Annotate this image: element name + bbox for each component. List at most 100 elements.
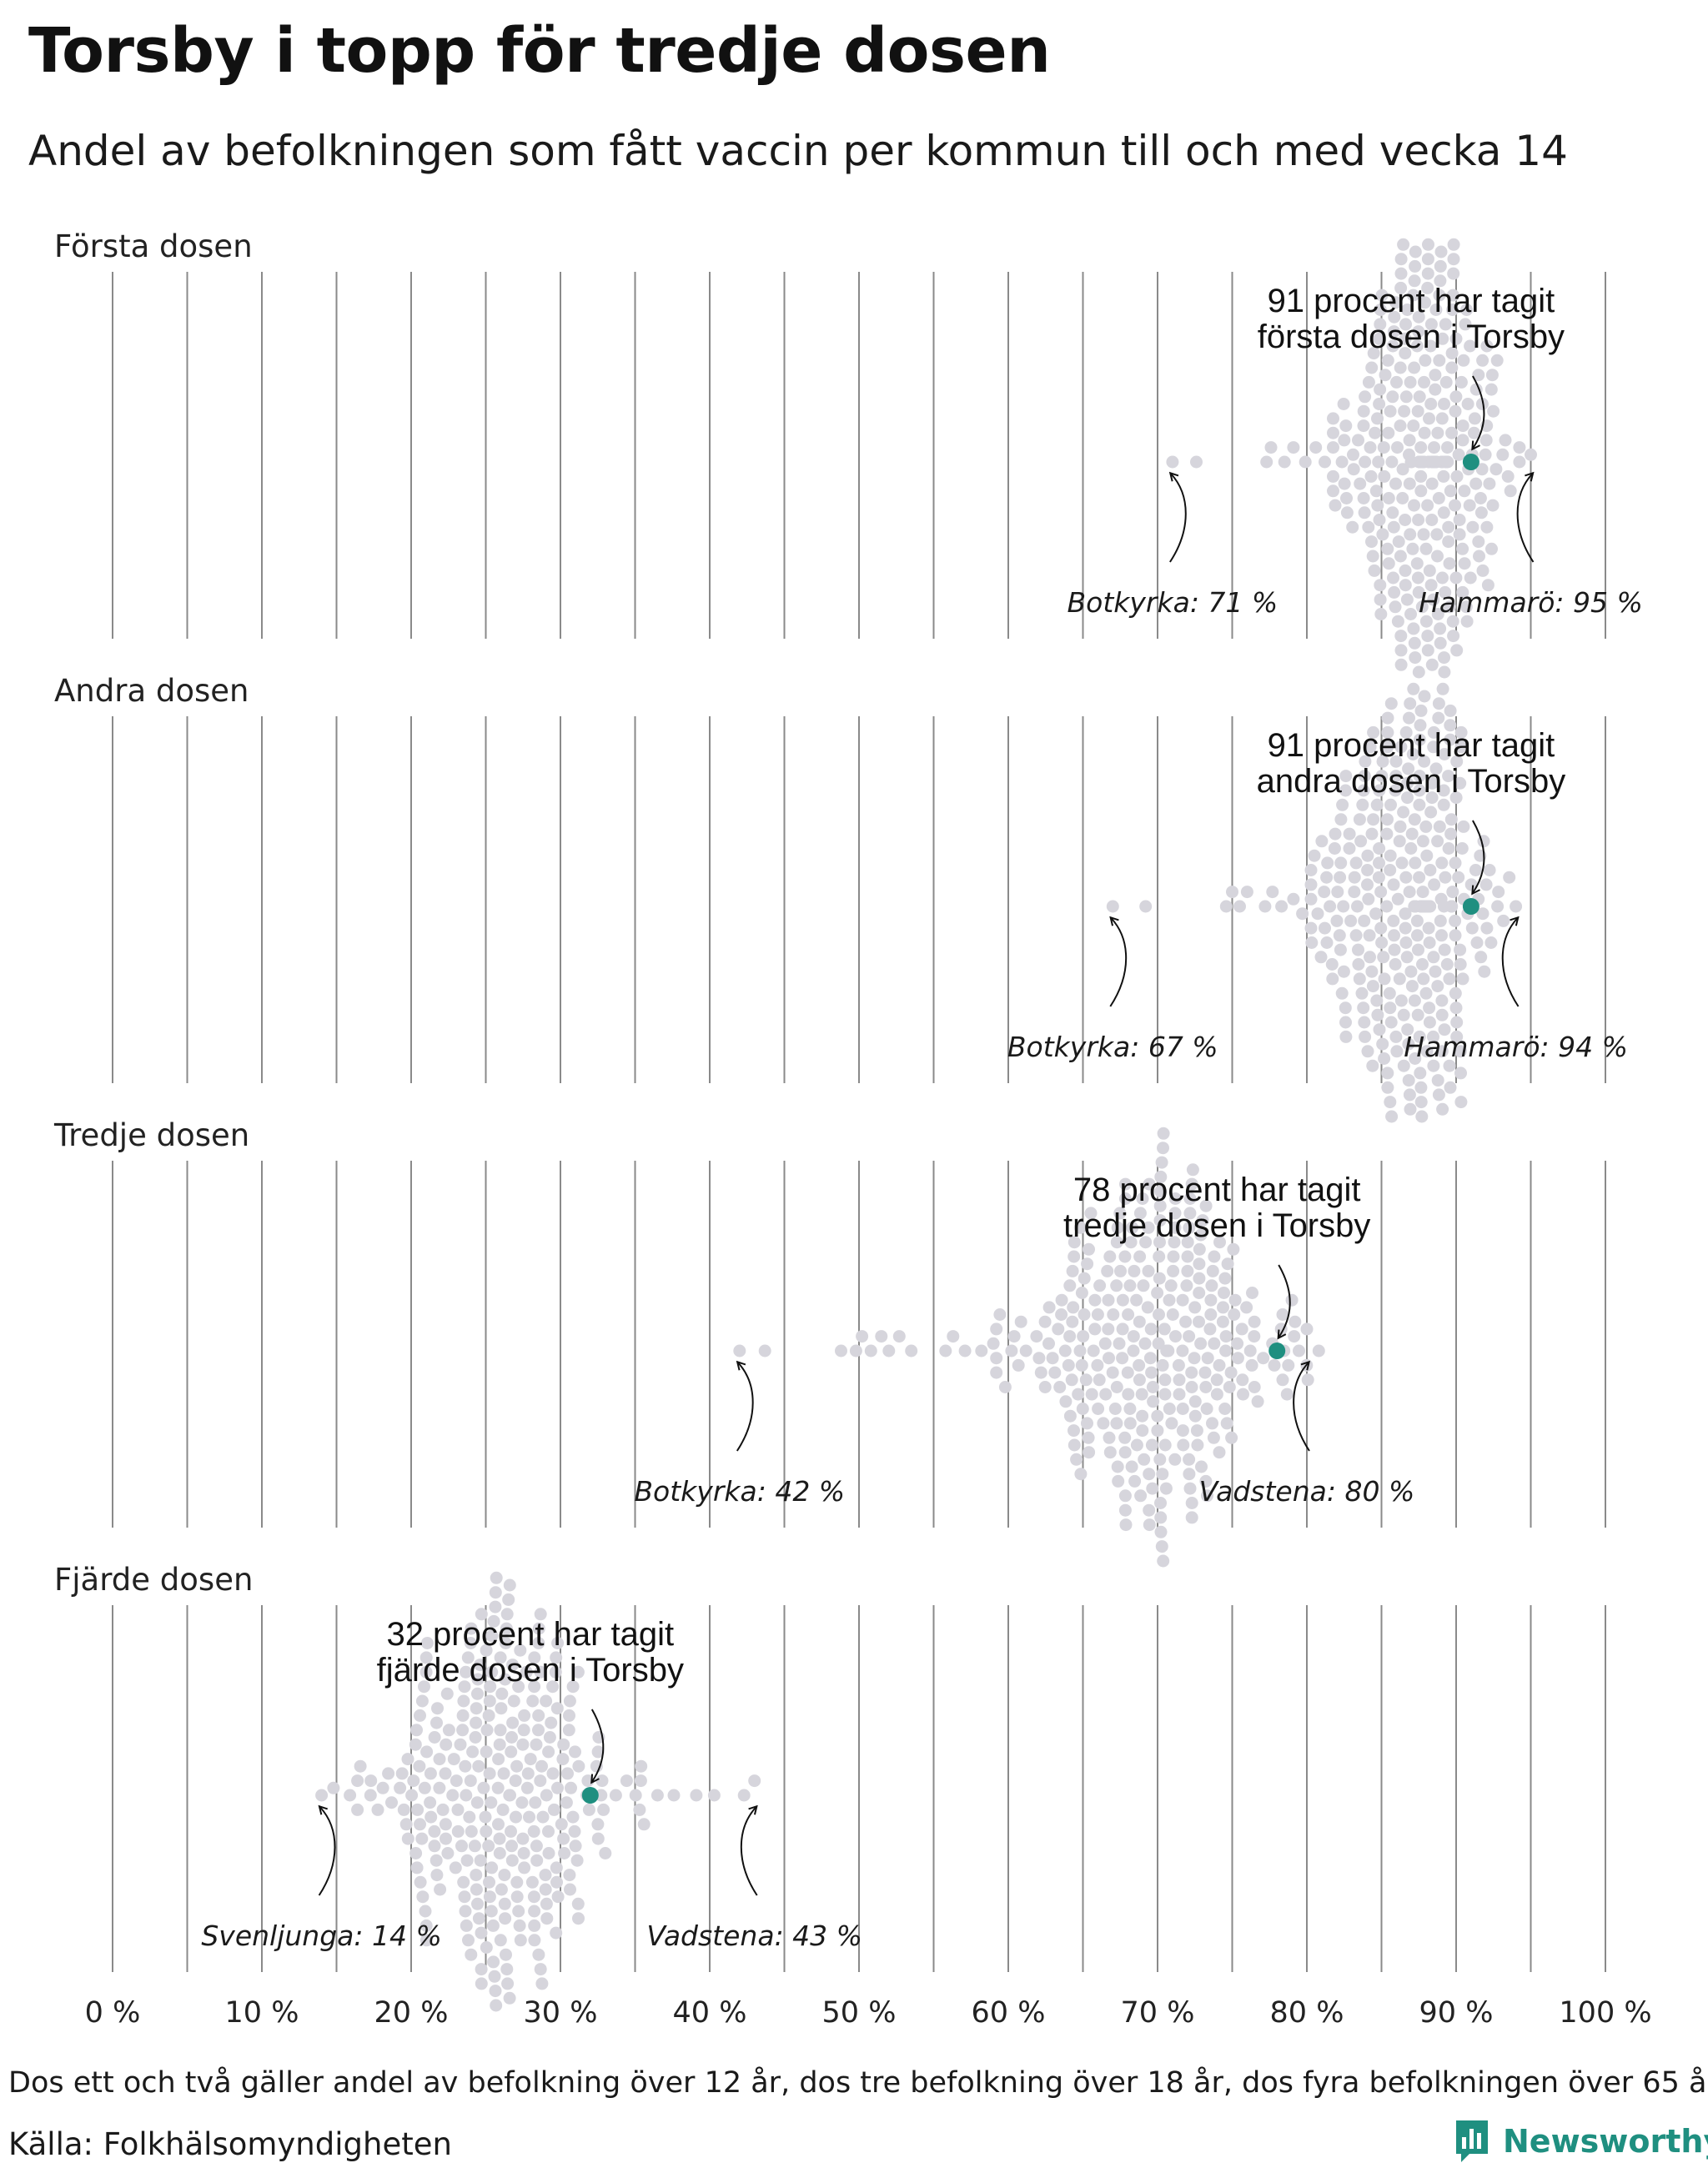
municipality-dot bbox=[1220, 1417, 1233, 1430]
municipality-dot bbox=[1394, 361, 1407, 374]
municipality-dot bbox=[1420, 1045, 1434, 1058]
municipality-dot bbox=[485, 1796, 498, 1809]
municipality-dot bbox=[1434, 636, 1447, 650]
municipality-dot bbox=[1118, 1192, 1132, 1205]
municipality-dot bbox=[590, 1759, 603, 1773]
municipality-dot bbox=[495, 1702, 508, 1715]
municipality-dot bbox=[1012, 1358, 1025, 1372]
municipality-dot bbox=[1409, 245, 1422, 258]
municipality-dot bbox=[1473, 550, 1485, 563]
municipality-dot bbox=[556, 1753, 570, 1766]
municipality-dot bbox=[1357, 404, 1370, 418]
municipality-dot bbox=[1409, 259, 1422, 273]
municipality-dot bbox=[1454, 725, 1468, 739]
municipality-dot bbox=[1413, 733, 1426, 746]
municipality-dot bbox=[1088, 1322, 1102, 1336]
municipality-dot bbox=[460, 1665, 472, 1679]
municipality-dot bbox=[1424, 864, 1437, 876]
municipality-dot bbox=[457, 1694, 470, 1708]
municipality-dot bbox=[1349, 856, 1363, 870]
municipality-dot bbox=[1153, 1214, 1167, 1227]
municipality-dot bbox=[1485, 542, 1498, 555]
municipality-dot bbox=[1380, 900, 1394, 913]
municipality-dot bbox=[1391, 615, 1404, 628]
municipality-dot bbox=[1411, 929, 1424, 942]
municipality-dot bbox=[629, 1789, 642, 1802]
municipality-dot bbox=[635, 1759, 648, 1773]
municipality-dot bbox=[1469, 477, 1483, 490]
municipality-dot bbox=[542, 1847, 555, 1859]
municipality-dot bbox=[1437, 784, 1450, 797]
municipality-dot bbox=[542, 1824, 555, 1838]
min-label: Botkyrka: 42 % bbox=[634, 1475, 845, 1508]
municipality-dot bbox=[1394, 419, 1407, 433]
municipality-dot bbox=[1399, 514, 1412, 526]
municipality-dot bbox=[1334, 943, 1347, 956]
municipality-dot bbox=[1442, 842, 1455, 855]
x-tick-label: 40 % bbox=[673, 1996, 747, 2030]
municipality-dot bbox=[532, 1724, 545, 1737]
municipality-dot bbox=[1386, 339, 1399, 353]
municipality-dot bbox=[534, 1608, 547, 1621]
municipality-dot bbox=[1383, 986, 1396, 1000]
municipality-dot bbox=[1145, 1366, 1158, 1379]
municipality-dot bbox=[419, 1919, 433, 1932]
municipality-dot bbox=[1468, 426, 1480, 439]
municipality-dot bbox=[1318, 886, 1331, 899]
municipality-dot bbox=[1154, 1525, 1168, 1538]
municipality-dot bbox=[1268, 1358, 1281, 1372]
municipality-dot bbox=[1116, 1322, 1129, 1336]
municipality-dot bbox=[1233, 900, 1246, 913]
municipality-dot bbox=[1223, 1381, 1236, 1393]
municipality-dot bbox=[451, 1803, 465, 1816]
municipality-dot bbox=[1407, 289, 1420, 302]
municipality-dot bbox=[419, 1934, 433, 1947]
municipality-dot bbox=[1479, 878, 1493, 891]
municipality-dot bbox=[958, 1344, 972, 1358]
municipality-dot bbox=[1412, 325, 1425, 339]
municipality-dot bbox=[1151, 1424, 1164, 1438]
municipality-dot bbox=[1487, 404, 1500, 418]
municipality-dot bbox=[1110, 1236, 1123, 1249]
municipality-dot bbox=[1166, 455, 1179, 469]
municipality-dot bbox=[549, 1665, 562, 1679]
municipality-dot bbox=[1399, 564, 1412, 577]
municipality-dot bbox=[436, 1803, 450, 1816]
municipality-dot bbox=[1337, 398, 1350, 410]
municipality-dot bbox=[1118, 1446, 1132, 1459]
municipality-dot bbox=[1304, 878, 1318, 891]
municipality-dot bbox=[1299, 455, 1312, 469]
municipality-dot bbox=[1444, 484, 1457, 498]
municipality-dot bbox=[418, 1680, 430, 1694]
municipality-dot bbox=[1225, 1431, 1238, 1444]
municipality-dot bbox=[1456, 542, 1469, 555]
municipality-dot bbox=[1381, 725, 1394, 739]
municipality-dot bbox=[1251, 1395, 1264, 1408]
municipality-dot bbox=[1110, 1381, 1123, 1393]
municipality-dot bbox=[1358, 1016, 1371, 1029]
municipality-dot bbox=[1418, 755, 1431, 768]
municipality-dot bbox=[1354, 477, 1367, 490]
municipality-dot bbox=[1118, 1431, 1132, 1444]
municipality-dot bbox=[1447, 267, 1460, 280]
municipality-dot bbox=[1127, 1330, 1140, 1343]
municipality-dot bbox=[1151, 1409, 1164, 1423]
municipality-dot bbox=[1248, 1381, 1261, 1393]
municipality-dot bbox=[490, 1571, 503, 1584]
municipality-dot bbox=[451, 1824, 465, 1838]
municipality-dot bbox=[1077, 1330, 1090, 1343]
municipality-dot bbox=[1510, 900, 1523, 913]
municipality-dot bbox=[494, 1651, 507, 1664]
municipality-dot bbox=[1157, 1127, 1170, 1140]
municipality-dot bbox=[1480, 921, 1494, 935]
municipality-dot bbox=[1405, 980, 1419, 993]
municipality-dot bbox=[1421, 630, 1434, 643]
municipality-dot bbox=[1367, 347, 1380, 360]
min-label: Botkyrka: 67 % bbox=[1007, 1031, 1218, 1063]
municipality-dot bbox=[458, 1680, 471, 1694]
municipality-dot bbox=[1135, 1388, 1148, 1401]
municipality-dot bbox=[1465, 921, 1479, 935]
municipality-dot bbox=[499, 1912, 512, 1925]
municipality-dot bbox=[1424, 579, 1438, 592]
